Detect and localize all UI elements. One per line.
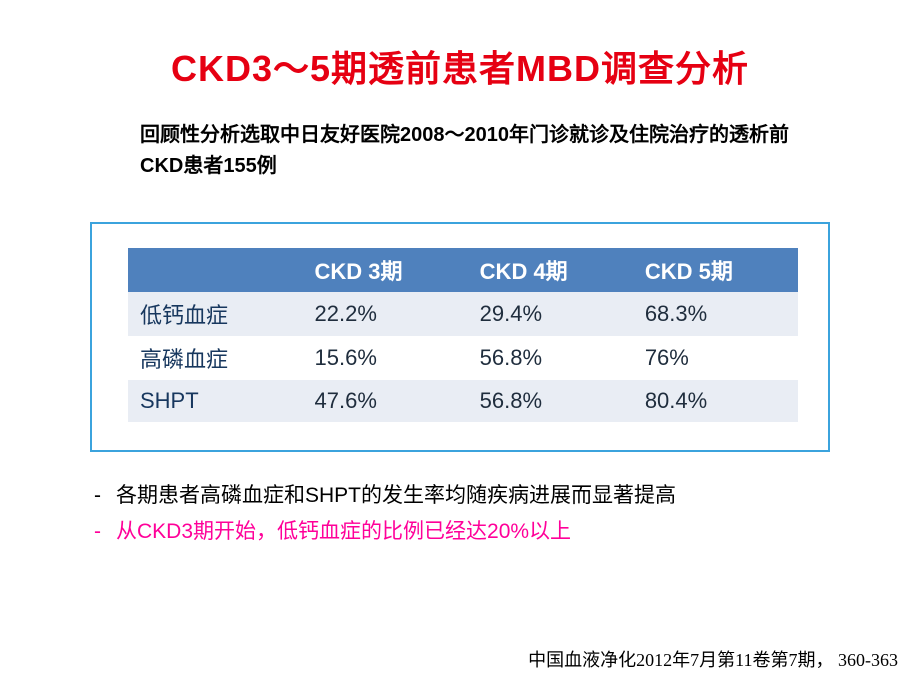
- note-text: 从CKD3期开始，低钙血症的比例已经达20%以上: [116, 514, 571, 550]
- cell: 22.2%: [303, 292, 468, 336]
- cell: 56.8%: [468, 336, 633, 380]
- cell: 80.4%: [633, 380, 798, 422]
- row-label: SHPT: [128, 380, 303, 422]
- citation: 中国血液净化2012年7月第11卷第7期， 360-363: [528, 646, 898, 672]
- table-corner: [128, 248, 303, 292]
- notes-block: - 各期患者高磷血症和SHPT的发生率均随疾病进展而显著提高 - 从CKD3期开…: [94, 478, 830, 549]
- table-row: 高磷血症 15.6% 56.8% 76%: [128, 336, 798, 380]
- table-row: 低钙血症 22.2% 29.4% 68.3%: [128, 292, 798, 336]
- col-header-1: CKD 3期: [303, 248, 468, 292]
- table-row: SHPT 47.6% 56.8% 80.4%: [128, 380, 798, 422]
- table-header-row: CKD 3期 CKD 4期 CKD 5期: [128, 248, 798, 292]
- cell: 56.8%: [468, 380, 633, 422]
- col-header-3: CKD 5期: [633, 248, 798, 292]
- cell: 15.6%: [303, 336, 468, 380]
- col-header-2: CKD 4期: [468, 248, 633, 292]
- row-label: 低钙血症: [128, 292, 303, 336]
- data-table: CKD 3期 CKD 4期 CKD 5期 低钙血症 22.2% 29.4% 68…: [128, 248, 798, 422]
- bullet-dash: -: [94, 514, 116, 550]
- note-text: 各期患者高磷血症和SHPT的发生率均随疾病进展而显著提高: [116, 478, 676, 514]
- slide-subtitle: 回顾性分析选取中日友好医院2008～2010年门诊就诊及住院治疗的透析前CKD患…: [140, 120, 790, 182]
- cell: 47.6%: [303, 380, 468, 422]
- note-line-2: - 从CKD3期开始，低钙血症的比例已经达20%以上: [94, 514, 830, 550]
- row-label: 高磷血症: [128, 336, 303, 380]
- cell: 29.4%: [468, 292, 633, 336]
- slide-title: CKD3～5期透前患者MBD调查分析: [0, 0, 920, 92]
- cell: 76%: [633, 336, 798, 380]
- table-panel: CKD 3期 CKD 4期 CKD 5期 低钙血症 22.2% 29.4% 68…: [90, 222, 830, 452]
- note-line-1: - 各期患者高磷血症和SHPT的发生率均随疾病进展而显著提高: [94, 478, 830, 514]
- cell: 68.3%: [633, 292, 798, 336]
- bullet-dash: -: [94, 478, 116, 514]
